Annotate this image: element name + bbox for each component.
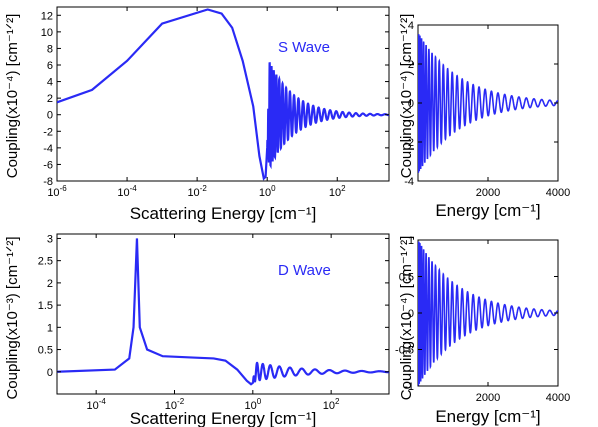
y-tick-label: 2 [47,93,53,105]
y-axis-label: Coupling(x10⁻⁴) [cm⁻¹ᐟ²] [398,236,415,401]
annotation-d-wave: D Wave [278,262,331,279]
y-tick-label: -1 [404,381,414,393]
y-tick-label: 0 [408,308,414,320]
x-tick-label: 102 [323,397,340,412]
y-tick-label: 1.5 [38,300,53,312]
x-axis-label: Scattering Energy [cm⁻¹] [130,204,317,223]
series-line [418,34,558,173]
series-line [57,8,389,181]
y-axis-label: Coupling(x10⁻⁴) [cm⁻¹ᐟ²] [4,14,21,179]
y-tick-label: 0 [47,367,53,379]
x-axis-label: Scattering Energy [cm⁻¹] [130,409,317,427]
y-tick-label: -0.5 [395,345,414,357]
x-axis-label: Energy [cm⁻¹] [435,201,540,220]
x-axis-label: Energy [cm⁻¹] [435,407,540,426]
y-tick-label: 1 [408,235,414,247]
y-tick-label: 0 [408,98,414,110]
annotation-s-wave: S Wave [278,39,330,56]
panel-s-wave-log: S Wave Scattering Energy [cm⁻¹] Coupling… [4,6,390,223]
y-tick-label: -6 [43,159,53,171]
x-tick-label: 100 [259,184,276,199]
y-tick-label: 0.5 [399,272,414,284]
y-tick-label: 6 [47,60,53,72]
x-tick-label: 2000 [476,187,500,199]
y-tick-label: 1 [47,322,53,334]
panel-d-wave-linear: Energy [cm⁻¹] Coupling(x10⁻⁴) [cm⁻¹ᐟ²] 2… [395,235,570,426]
y-tick-label: 2 [47,278,53,290]
x-tick-label: 4000 [546,392,570,404]
x-tick-label: 4000 [546,187,570,199]
y-tick-label: -2 [43,126,53,138]
x-tick-label: 10-4 [86,397,106,412]
series-line [57,238,389,386]
y-axis-label: Coupling(x10⁻³) [cm⁻¹ᐟ²] [4,236,21,399]
y-axis-label: Coupling(x10⁻⁴) [cm⁻¹ᐟ²] [398,14,415,179]
y-tick-label: 2.5 [38,256,53,268]
y-tick-label: -8 [43,176,53,188]
x-tick-label: 10-4 [117,184,137,199]
y-tick-label: 2 [408,59,414,71]
y-tick-label: 4 [408,20,414,32]
series-line [418,241,558,386]
x-tick-label: 102 [329,184,346,199]
y-tick-label: 0 [47,110,53,122]
y-tick-label: 8 [47,43,53,55]
y-tick-label: 4 [47,77,53,89]
panel-d-wave-log: D Wave Scattering Energy [cm⁻¹] Coupling… [4,233,390,427]
y-tick-label: 3 [47,233,53,245]
y-tick-label: 10 [41,27,53,39]
panel-s-wave-linear: Energy [cm⁻¹] Coupling(x10⁻⁴) [cm⁻¹ᐟ²] 2… [398,14,570,220]
x-tick-label: 10-2 [187,184,207,199]
y-tick-label: 0.5 [38,345,53,357]
y-tick-label: 12 [41,10,53,22]
y-tick-label: -2 [404,137,414,149]
y-tick-label: -4 [43,143,53,155]
x-tick-label: 2000 [476,392,500,404]
y-tick-label: -4 [404,176,414,188]
